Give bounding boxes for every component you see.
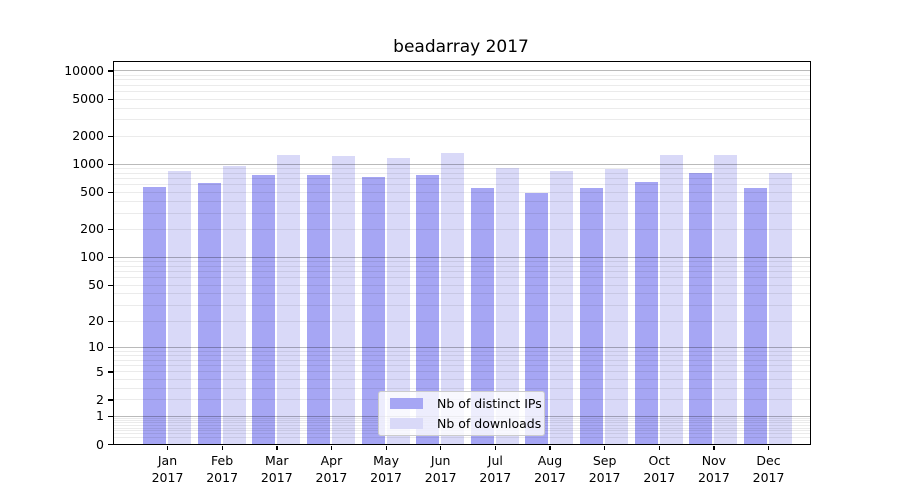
y-tick-mark xyxy=(108,399,113,401)
x-tick-mark xyxy=(604,446,606,450)
y-tick-label-2: 2 xyxy=(96,391,104,407)
y-tick-label-1: 1 xyxy=(96,408,104,424)
x-tick-mark xyxy=(221,446,223,450)
x-tick-label-feb: Feb 2017 xyxy=(206,453,239,485)
legend-swatch-distinct-ips xyxy=(390,398,423,410)
y-tick-mark xyxy=(108,444,113,446)
legend-swatch-downloads xyxy=(390,417,423,429)
legend: Nb of distinct IPs Nb of downloads xyxy=(378,391,545,436)
y-tick-mark xyxy=(108,346,113,349)
plot-area: Nb of distinct IPs Nb of downloads xyxy=(113,61,811,445)
legend-item-downloads: Nb of downloads xyxy=(379,416,544,431)
y-tick-mark xyxy=(108,135,113,137)
bar-downloads-mar xyxy=(277,154,301,444)
y-tick-mark xyxy=(108,191,113,194)
legend-item-distinct-ips: Nb of distinct IPs xyxy=(379,396,544,411)
y-tick-mark xyxy=(108,256,113,259)
x-tick-label-sep: Sep 2017 xyxy=(588,453,621,485)
bar-ips-jan xyxy=(143,186,166,444)
chart-title: beadarray 2017 xyxy=(393,37,529,57)
y-tick-mark xyxy=(108,163,113,166)
y-tick-label-20: 20 xyxy=(88,313,104,328)
bar-ips-aug xyxy=(525,192,549,444)
bar-ips-oct xyxy=(634,181,658,444)
x-tick-label-may: May 2017 xyxy=(370,453,402,485)
y-tick-label-10: 10 xyxy=(88,339,104,355)
bar-downloads-sep xyxy=(605,168,629,444)
x-tick-label-aug: Aug 2017 xyxy=(534,453,566,485)
x-tick-mark xyxy=(713,446,715,450)
bar-ips-feb xyxy=(197,183,221,444)
y-tick-mark xyxy=(108,415,113,418)
bar-downloads-may xyxy=(386,158,410,444)
y-tick-mark xyxy=(108,228,113,231)
bars-layer xyxy=(114,62,810,444)
bar-downloads-jun xyxy=(441,152,465,444)
bar-ips-may xyxy=(361,176,385,444)
bar-downloads-apr xyxy=(331,155,355,444)
bar-downloads-jul xyxy=(495,168,519,444)
bar-downloads-nov xyxy=(714,154,738,444)
x-tick-mark xyxy=(494,446,497,450)
bar-downloads-aug xyxy=(550,170,574,444)
x-tick-label-jul: Jul 2017 xyxy=(479,453,512,485)
x-tick-label-apr: Apr 2017 xyxy=(315,453,348,485)
x-tick-label-jan: Jan 2017 xyxy=(151,453,184,485)
x-tick-label-dec: Dec 2017 xyxy=(752,453,785,485)
y-tick-label-2000: 2000 xyxy=(72,128,104,144)
bar-downloads-dec xyxy=(769,172,793,444)
bar-ips-jun xyxy=(416,174,440,444)
x-tick-mark xyxy=(440,446,442,450)
y-tick-label-10000: 10000 xyxy=(64,62,104,78)
y-tick-mark xyxy=(108,284,113,286)
y-tick-label-1000: 1000 xyxy=(72,156,104,172)
x-tick-label-jun: Jun 2017 xyxy=(424,453,457,485)
y-tick-label-100: 100 xyxy=(80,249,104,265)
x-tick-mark xyxy=(658,446,661,450)
bar-ips-mar xyxy=(252,174,276,444)
x-tick-mark xyxy=(549,446,551,450)
bar-ips-nov xyxy=(689,172,713,444)
x-tick-mark xyxy=(768,446,770,450)
x-tick-mark xyxy=(330,446,333,450)
x-tick-label-mar: Mar 2017 xyxy=(260,453,293,485)
bar-ips-dec xyxy=(744,187,768,444)
x-tick-label-nov: Nov 2017 xyxy=(697,453,730,485)
bar-ips-apr xyxy=(306,175,330,444)
y-tick-mark xyxy=(108,70,113,72)
y-tick-label-5000: 5000 xyxy=(72,91,104,106)
x-tick-mark xyxy=(276,446,278,450)
y-tick-label-200: 200 xyxy=(80,221,104,237)
x-tick-label-oct: Oct 2017 xyxy=(643,453,676,485)
y-tick-mark xyxy=(108,98,113,100)
x-tick-mark xyxy=(167,446,169,450)
legend-label-distinct-ips: Nb of distinct IPs xyxy=(437,396,542,412)
y-tick-label-0: 0 xyxy=(96,436,104,452)
y-tick-label-5: 5 xyxy=(96,363,104,379)
x-tick-mark xyxy=(385,446,387,450)
y-tick-mark xyxy=(108,371,113,373)
y-tick-mark xyxy=(108,320,113,322)
bar-downloads-oct xyxy=(659,154,683,444)
y-tick-label-50: 50 xyxy=(88,277,104,292)
y-tick-label-500: 500 xyxy=(80,184,104,200)
bar-ips-sep xyxy=(580,187,604,444)
bar-downloads-feb xyxy=(222,166,246,444)
bar-downloads-jan xyxy=(168,170,191,444)
legend-label-downloads: Nb of downloads xyxy=(437,415,542,431)
bar-ips-jul xyxy=(470,187,494,444)
